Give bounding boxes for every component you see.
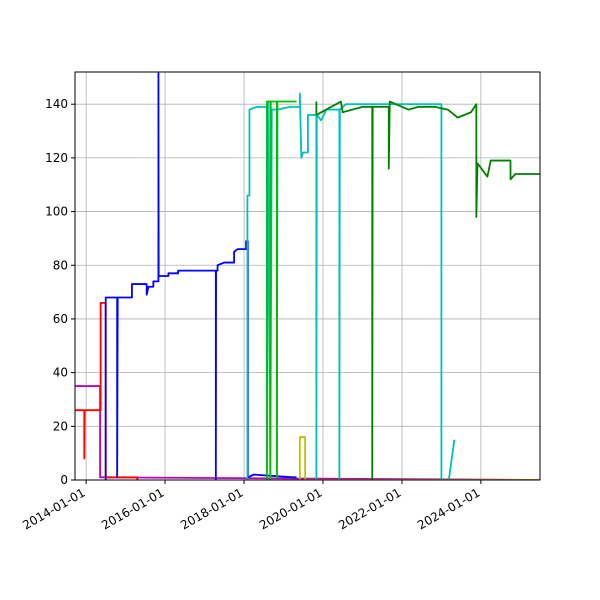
y-tick-label: 20 [53, 419, 68, 433]
y-tick-label: 120 [45, 151, 68, 165]
y-axis: 0 20 40 60 80 100 120 140 [45, 97, 75, 487]
series-layer [75, 72, 540, 480]
series-line-5 [266, 100, 297, 480]
y-tick-label: 100 [45, 205, 68, 219]
series-line-2 [75, 301, 139, 480]
y-tick-label: 60 [53, 312, 68, 326]
y-tick-label: 0 [60, 473, 68, 487]
series-line-7 [315, 100, 540, 480]
series-line-3 [104, 72, 297, 480]
y-tick-label: 40 [53, 366, 68, 380]
series-line-6 [298, 436, 540, 480]
plot-frame [74, 71, 541, 481]
y-tick-label: 140 [45, 97, 68, 111]
series-line-1 [75, 385, 540, 480]
y-tick-label: 80 [53, 258, 68, 272]
